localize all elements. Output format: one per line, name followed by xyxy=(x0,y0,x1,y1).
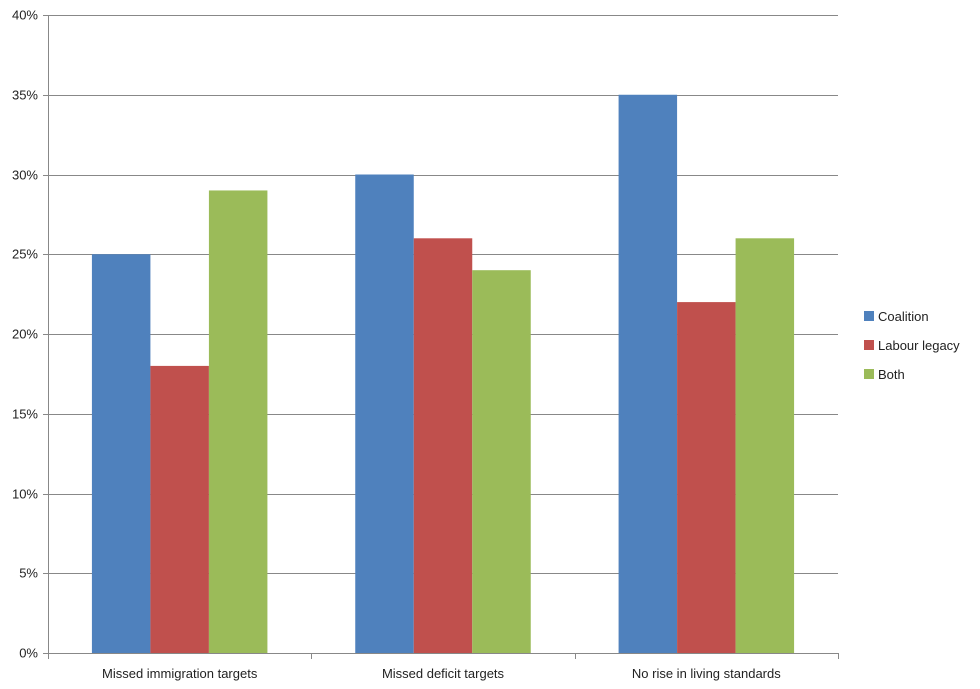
axes xyxy=(43,15,839,659)
x-axis-labels: Missed immigration targets Missed deficit… xyxy=(102,666,781,681)
y-tick-label: 0% xyxy=(19,646,38,661)
y-tick-label: 10% xyxy=(12,487,38,502)
y-tick-label: 30% xyxy=(12,168,38,183)
y-tick-label: 5% xyxy=(19,566,38,581)
y-axis-ticks: 0% 5% 10% 15% 20% 25% 30% 35% 40% xyxy=(12,8,38,661)
bars xyxy=(91,94,795,654)
y-tick-label: 40% xyxy=(12,8,38,23)
x-category-label: Missed immigration targets xyxy=(102,666,258,681)
legend: Coalition Labour legacy Both xyxy=(864,309,960,382)
y-tick-label: 25% xyxy=(12,247,38,262)
x-category-label: Missed deficit targets xyxy=(382,666,505,681)
bar-both-0 xyxy=(208,190,268,653)
legend-label: Coalition xyxy=(878,309,929,324)
y-tick-label: 20% xyxy=(12,327,38,342)
legend-swatch xyxy=(864,311,874,321)
legend-swatch xyxy=(864,340,874,350)
y-tick-label: 35% xyxy=(12,88,38,103)
legend-label: Both xyxy=(878,367,905,382)
bar-labour-legacy-1 xyxy=(413,238,473,654)
bar-both-2 xyxy=(735,238,795,654)
x-category-label: No rise in living standards xyxy=(632,666,781,681)
y-tick-label: 15% xyxy=(12,407,38,422)
bar-labour-legacy-0 xyxy=(150,365,209,653)
bar-coalition-0 xyxy=(91,254,151,653)
bar-both-1 xyxy=(472,270,531,653)
bar-coalition-1 xyxy=(355,174,414,653)
legend-label: Labour legacy xyxy=(878,338,960,353)
legend-swatch xyxy=(864,369,874,379)
bar-coalition-2 xyxy=(618,94,678,653)
bar-labour-legacy-2 xyxy=(677,302,736,653)
